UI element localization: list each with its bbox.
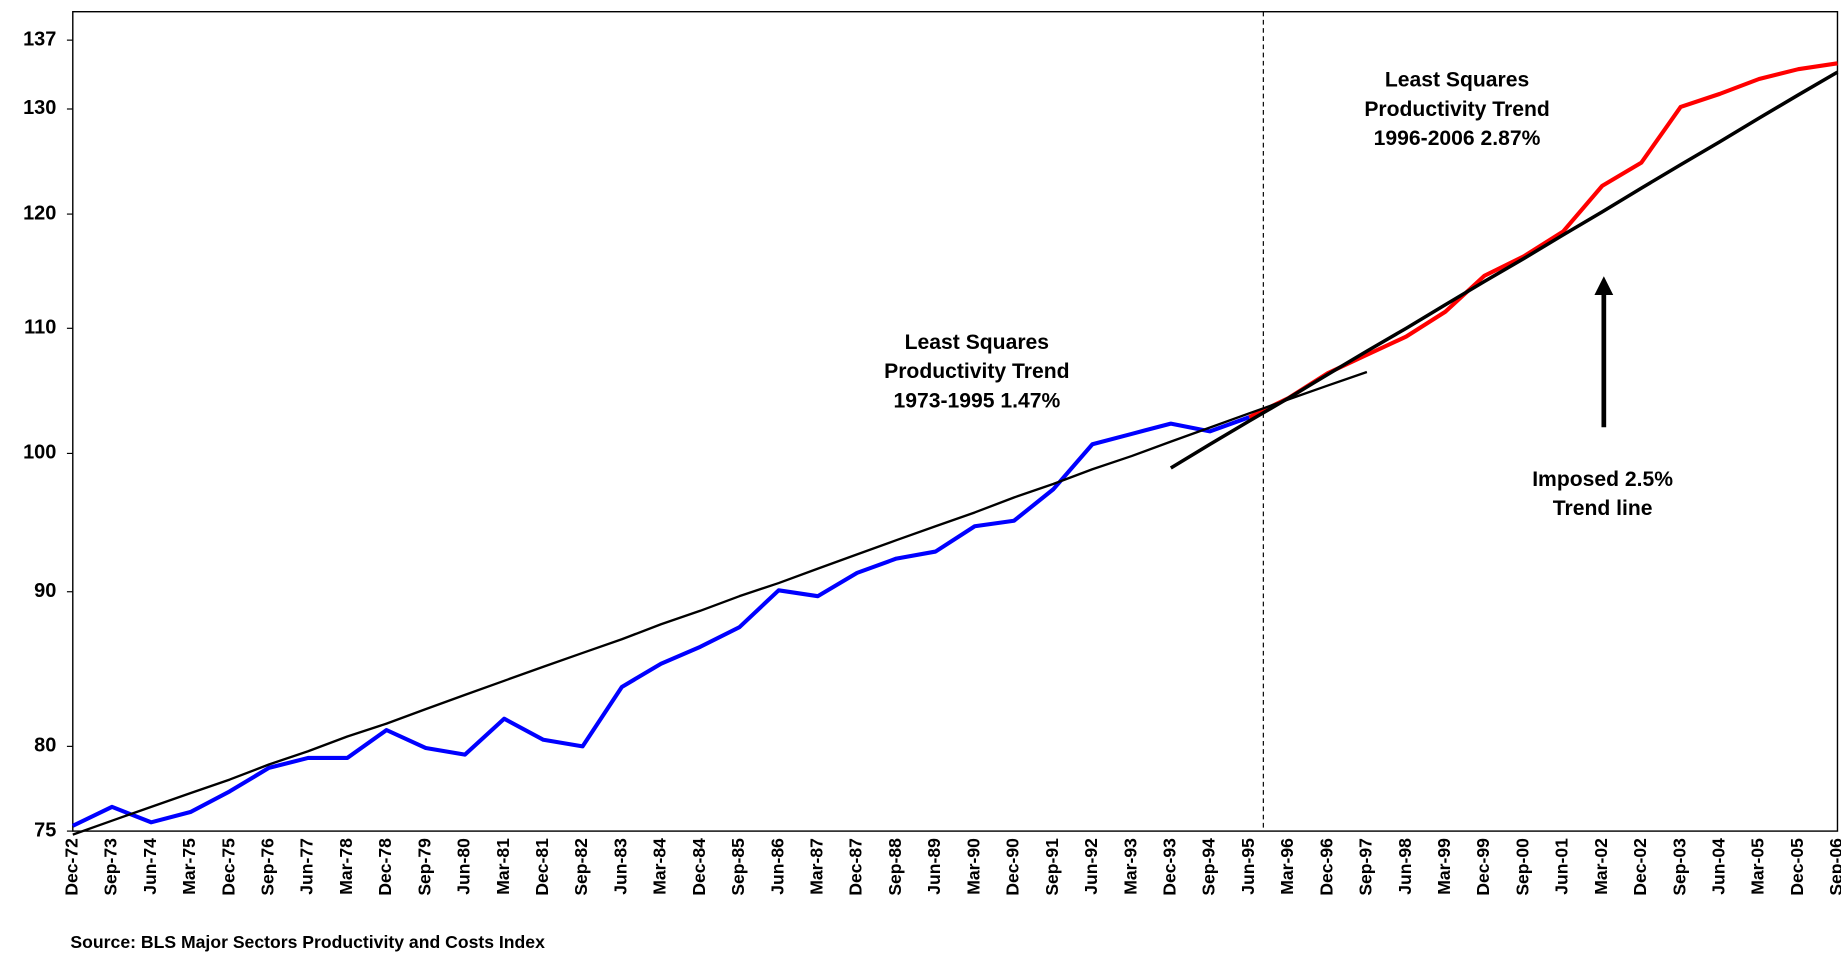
x-tick-label: Mar-96	[1277, 838, 1297, 895]
x-tick-label: Sep-82	[571, 838, 591, 896]
x-tick-label: Sep-06	[1826, 838, 1841, 896]
x-tick-label: Dec-72	[61, 838, 81, 896]
series-line	[71, 415, 1250, 828]
x-tick-label: Sep-76	[257, 838, 277, 896]
x-tick-label: Mar-02	[1591, 838, 1611, 895]
x-tick-label: Dec-84	[689, 838, 709, 896]
y-tick-label: 80	[34, 735, 56, 757]
x-tick-label: Jun-74	[140, 838, 160, 895]
x-tick-label: Dec-90	[1003, 838, 1023, 896]
x-tick-label: Mar-93	[1120, 838, 1140, 895]
x-tick-label: Jun-77	[297, 838, 317, 895]
annotation: Productivity Trend	[1364, 98, 1549, 121]
x-tick-label: Mar-78	[336, 838, 356, 895]
annotation: Least Squares	[905, 331, 1049, 354]
x-tick-label: Sep-85	[728, 838, 748, 896]
x-tick-label: Sep-91	[1042, 838, 1062, 896]
y-tick-label: 110	[24, 317, 56, 339]
x-tick-label: Jun-86	[767, 838, 787, 895]
x-tick-label: Sep-88	[885, 838, 905, 896]
x-tick-label: Sep-00	[1512, 838, 1532, 896]
x-tick-label: Dec-05	[1787, 838, 1807, 896]
x-tick-label: Dec-02	[1630, 838, 1650, 896]
x-tick-label: Dec-75	[218, 838, 238, 896]
x-tick-label: Sep-73	[101, 838, 121, 896]
x-tick-label: Mar-05	[1748, 838, 1768, 895]
x-tick-label: Jun-83	[610, 838, 630, 895]
y-tick-label: 75	[34, 819, 56, 841]
x-tick-label: Mar-99	[1434, 838, 1454, 895]
series-line	[72, 370, 1368, 836]
annotation: Trend line	[1553, 497, 1653, 520]
x-tick-label: Dec-78	[375, 838, 395, 896]
y-tick-label: 120	[23, 202, 56, 224]
x-tick-label: Sep-03	[1669, 838, 1689, 896]
y-tick-label: 100	[23, 442, 56, 464]
x-tick-label: Sep-97	[1356, 838, 1376, 896]
x-tick-label: Mar-87	[807, 838, 827, 895]
x-tick-label: Dec-81	[532, 838, 552, 896]
series-line	[1169, 70, 1839, 470]
x-tick-label: Dec-99	[1473, 838, 1493, 896]
annotation: 1973-1995 1.47%	[893, 389, 1060, 412]
x-tick-label: Jun-95	[1238, 838, 1258, 895]
x-tick-label: Mar-81	[493, 838, 513, 895]
annotation: Imposed 2.5%	[1532, 468, 1673, 491]
annotation: 1996-2006 2.87%	[1374, 127, 1541, 150]
x-tick-label: Mar-90	[963, 838, 983, 895]
x-tick-label: Jun-04	[1708, 838, 1728, 895]
arrow-head	[1594, 276, 1614, 295]
x-tick-label: Sep-79	[414, 838, 434, 896]
x-tick-label: Jun-80	[454, 838, 474, 895]
y-tick-label: 137	[23, 28, 56, 50]
annotation: Least Squares	[1385, 69, 1529, 92]
x-tick-label: Dec-87	[846, 838, 866, 896]
x-tick-label: Dec-96	[1316, 838, 1336, 896]
plot-frame	[72, 11, 1839, 832]
x-tick-label: Jun-89	[924, 838, 944, 895]
y-tick-label: 130	[23, 97, 56, 119]
x-tick-label: Dec-93	[1159, 838, 1179, 896]
x-tick-label: Jun-01	[1552, 838, 1572, 895]
x-tick-label: Mar-75	[179, 838, 199, 895]
annotation: Productivity Trend	[884, 360, 1069, 383]
y-tick-label: 90	[34, 580, 56, 602]
x-tick-label: Sep-94	[1199, 838, 1219, 896]
x-tick-label: Jun-98	[1395, 838, 1415, 895]
x-tick-label: Jun-92	[1081, 838, 1101, 895]
source-note: Source: BLS Major Sectors Productivity a…	[70, 932, 545, 952]
x-tick-label: Mar-84	[650, 838, 670, 895]
